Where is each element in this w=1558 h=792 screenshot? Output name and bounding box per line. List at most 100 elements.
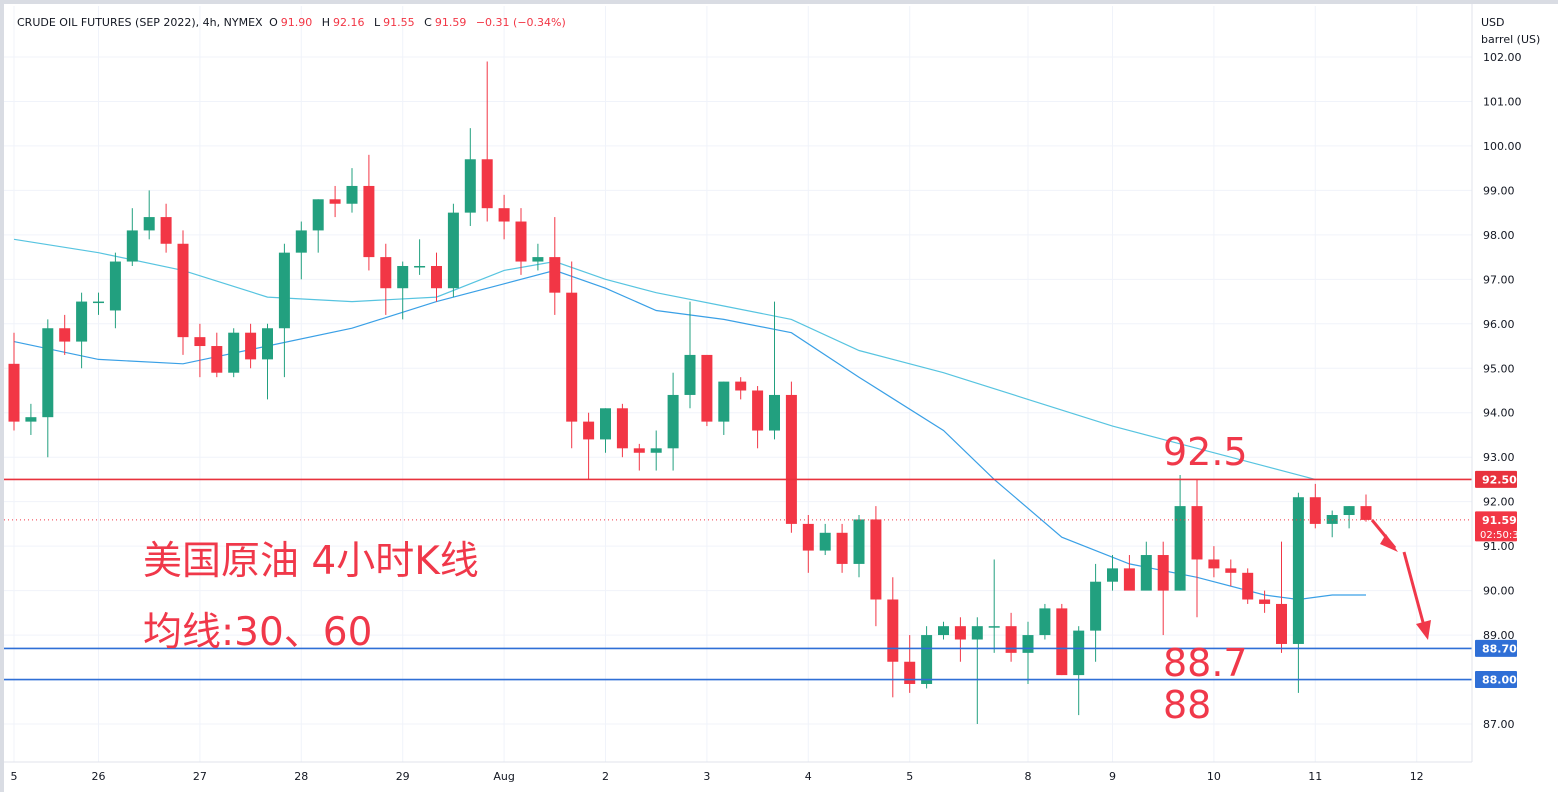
- candle-up[interactable]: [262, 328, 273, 360]
- candle-down[interactable]: [59, 328, 71, 342]
- candle-up[interactable]: [312, 199, 324, 231]
- tag-current-bg: [1475, 511, 1517, 542]
- candle-down[interactable]: [904, 661, 916, 684]
- candle-up[interactable]: [684, 354, 696, 395]
- candle-down[interactable]: [566, 292, 578, 422]
- candle-down[interactable]: [1242, 572, 1254, 600]
- candle-up[interactable]: [295, 230, 307, 253]
- candle-down[interactable]: [583, 421, 595, 440]
- candle-down[interactable]: [1259, 599, 1271, 604]
- candle-down[interactable]: [870, 519, 882, 600]
- x-tick-label: 9: [1109, 770, 1116, 783]
- candle-down[interactable]: [616, 408, 628, 449]
- y-tick-label: 92.00: [1483, 496, 1515, 509]
- candle-up[interactable]: [938, 626, 949, 636]
- candle-up[interactable]: [532, 257, 544, 262]
- candle-up[interactable]: [447, 212, 459, 289]
- candle-up[interactable]: [1292, 497, 1304, 644]
- candle-up[interactable]: [667, 394, 679, 449]
- candle-down[interactable]: [1056, 608, 1068, 676]
- candle-down[interactable]: [633, 448, 645, 453]
- tag-support-1-bg: [1475, 639, 1517, 657]
- candle-up[interactable]: [718, 381, 730, 422]
- candle-up[interactable]: [921, 635, 933, 684]
- candle-down[interactable]: [245, 332, 257, 360]
- candle-up[interactable]: [650, 448, 662, 453]
- candle-down[interactable]: [954, 626, 966, 640]
- candle-down[interactable]: [836, 532, 848, 564]
- candle-down[interactable]: [8, 363, 20, 422]
- candle-down[interactable]: [1360, 506, 1372, 520]
- candle-up[interactable]: [1140, 555, 1152, 591]
- ohlc-open: O 91.90: [269, 16, 315, 29]
- candle-up[interactable]: [1022, 635, 1034, 653]
- annotation-level-high: 92.5: [1163, 430, 1248, 474]
- candle-up[interactable]: [1107, 568, 1118, 582]
- candle-down[interactable]: [1191, 506, 1203, 560]
- candle-down[interactable]: [177, 243, 189, 338]
- candle-up[interactable]: [76, 301, 88, 342]
- candle-up[interactable]: [1039, 608, 1051, 636]
- candle-down[interactable]: [1157, 555, 1169, 591]
- candle-down[interactable]: [431, 265, 442, 289]
- candle-down[interactable]: [363, 185, 375, 258]
- candle-up[interactable]: [769, 394, 780, 431]
- candle-down[interactable]: [1276, 603, 1287, 644]
- candle-up[interactable]: [819, 532, 831, 551]
- candle-up[interactable]: [464, 159, 476, 213]
- unit-label: barrel (US): [1481, 33, 1541, 46]
- candle-down[interactable]: [1208, 559, 1220, 569]
- candle-up[interactable]: [126, 230, 138, 262]
- tag-support-2-bg: [1475, 671, 1517, 689]
- candle-down[interactable]: [1123, 568, 1135, 591]
- candle-down[interactable]: [329, 199, 341, 204]
- candle-up[interactable]: [143, 217, 155, 231]
- candle-down[interactable]: [701, 354, 713, 422]
- candle-down[interactable]: [735, 381, 747, 391]
- candle-up[interactable]: [1343, 506, 1355, 516]
- candle-down[interactable]: [752, 390, 764, 431]
- candle-up[interactable]: [1090, 581, 1102, 631]
- candle-up[interactable]: [600, 408, 611, 440]
- candle-down[interactable]: [211, 346, 223, 373]
- candle-up[interactable]: [853, 519, 865, 564]
- tag-resistance-bg: [1475, 470, 1517, 488]
- candle-down[interactable]: [887, 599, 899, 662]
- x-tick-label: 2: [602, 770, 609, 783]
- annotation-title: 美国原油 4小时K线: [143, 539, 479, 584]
- candle-down[interactable]: [1309, 497, 1321, 524]
- candle-down[interactable]: [515, 221, 527, 262]
- candle-up[interactable]: [42, 328, 54, 418]
- x-tick-label: 12: [1410, 770, 1424, 783]
- candle-up[interactable]: [228, 332, 240, 373]
- x-tick-label: 26: [92, 770, 106, 783]
- candle-up[interactable]: [346, 185, 358, 204]
- candle-up[interactable]: [278, 252, 290, 329]
- candle-down[interactable]: [160, 217, 172, 244]
- candle-up[interactable]: [1174, 506, 1186, 591]
- candle-down[interactable]: [1225, 568, 1237, 573]
- candle-up[interactable]: [1073, 630, 1085, 676]
- candle-up[interactable]: [971, 626, 983, 640]
- candle-down[interactable]: [481, 159, 493, 209]
- candle-down[interactable]: [1005, 626, 1017, 653]
- candle-down[interactable]: [498, 208, 510, 222]
- candle-up[interactable]: [414, 265, 426, 268]
- ohlc-low: L 91.55: [374, 16, 418, 29]
- candle-up[interactable]: [109, 261, 121, 311]
- low-label: L: [374, 16, 381, 29]
- candle-down[interactable]: [785, 394, 797, 524]
- candle-up[interactable]: [93, 301, 104, 304]
- candle-down[interactable]: [194, 337, 206, 347]
- price-change: −0.31 (−0.34%): [475, 16, 566, 29]
- candle-up[interactable]: [397, 265, 409, 289]
- candle-down[interactable]: [380, 257, 392, 289]
- tag-current-value: 91.59: [1482, 514, 1517, 527]
- candle-down[interactable]: [549, 257, 561, 293]
- y-tick-label: 96.00: [1483, 318, 1515, 331]
- candle-up[interactable]: [25, 417, 37, 422]
- candle-up[interactable]: [988, 626, 1000, 628]
- annotation-level-low: 88: [1163, 683, 1212, 727]
- candle-down[interactable]: [802, 523, 814, 551]
